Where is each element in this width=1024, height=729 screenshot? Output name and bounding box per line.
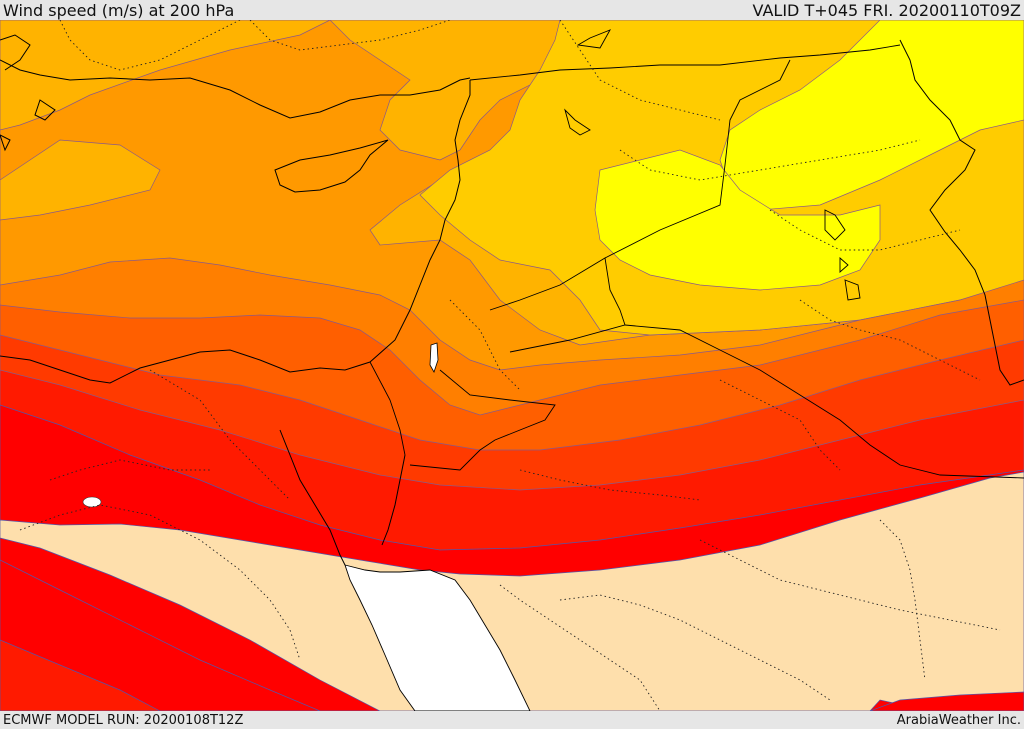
cyprus-island [274, 139, 389, 193]
turkey-coast [0, 59, 471, 119]
valid-time: VALID T+045 FRI. 20200110T09Z [752, 0, 1021, 20]
model-run: ECMWF MODEL RUN: 20200108T12Z [3, 712, 244, 728]
admin-boundaries [19, 20, 1001, 711]
aegean-islands [0, 34, 56, 152]
calm-spot [82, 496, 102, 508]
footer-bar: ECMWF MODEL RUN: 20200108T12Z ArabiaWeat… [0, 711, 1024, 729]
lake-outline [564, 29, 612, 136]
credit: ArabiaWeather Inc. [896, 712, 1021, 728]
dead-sea [429, 342, 439, 373]
border-turkey-syria [469, 44, 901, 81]
gulf-aqaba [381, 454, 406, 546]
gulf-islands [824, 209, 861, 301]
border-iraq-saudi [509, 324, 1024, 479]
gulf-coast [899, 39, 1024, 386]
wind-speed-map [0, 20, 1024, 711]
band-beige [0, 471, 1024, 711]
border-jordan-saudi [409, 369, 556, 471]
band-bright-red-se [869, 691, 1024, 711]
band-red-sw [0, 639, 161, 711]
band-light-orange-nw [0, 20, 331, 131]
border-egypt-israel [369, 361, 406, 456]
gulf-suez [279, 429, 346, 566]
header-bar: Wind speed (m/s) at 200 hPa VALID T+045 … [0, 0, 1024, 20]
band-light-orange-west [0, 139, 161, 221]
red-sea [344, 564, 531, 711]
map-title: Wind speed (m/s) at 200 hPa [3, 0, 235, 20]
map-panel [0, 20, 1024, 711]
border-syria-iraq [604, 59, 791, 259]
